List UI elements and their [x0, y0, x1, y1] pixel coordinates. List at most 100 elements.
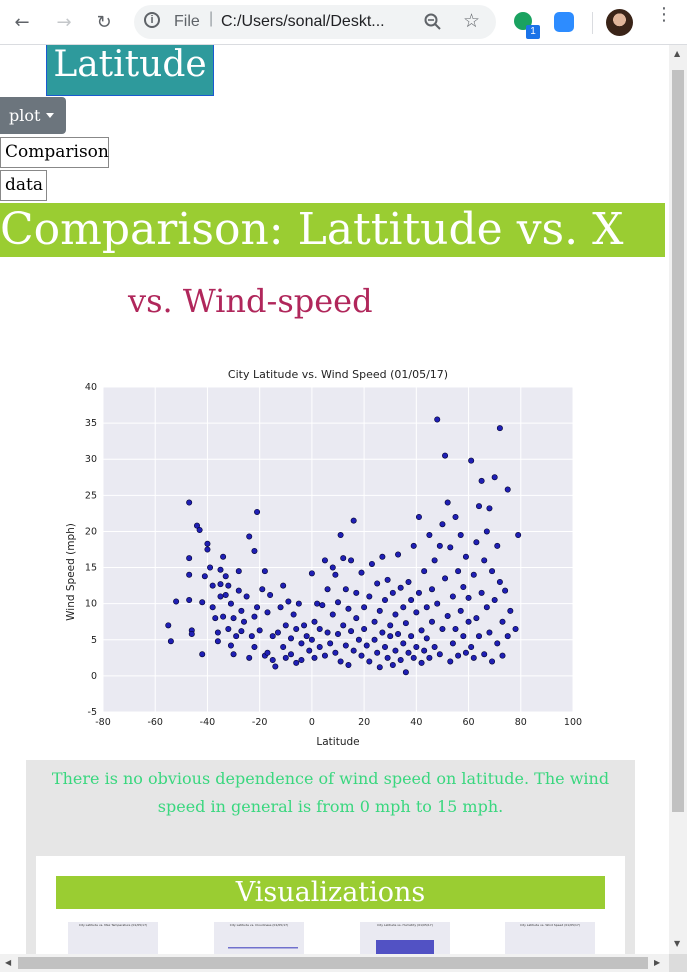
data-point	[186, 571, 193, 578]
plot-area	[103, 387, 573, 712]
navbar-brand[interactable]: Latitude	[46, 45, 214, 96]
data-point	[280, 582, 287, 589]
data-point	[494, 640, 501, 647]
data-point	[246, 654, 253, 661]
data-point	[345, 662, 352, 669]
url-separator-icon: |	[209, 10, 214, 27]
video-meeting-icon[interactable]	[554, 12, 574, 32]
info-icon[interactable]: i	[144, 12, 160, 28]
data-point	[217, 581, 224, 588]
star-bookmark-icon[interactable]: ☆	[463, 10, 481, 32]
scroll-left-icon[interactable]: ◀	[5, 958, 12, 967]
data-point	[340, 622, 347, 629]
thumbnail-wind-speed[interactable]: City Latitude vs. Wind Speed (01/05/17)	[505, 922, 595, 954]
data-point	[251, 547, 258, 554]
toolbar-separator	[592, 12, 593, 34]
thumbnail-title: City Latitude vs. Cloudiness (01/05/17)	[229, 923, 289, 927]
data-point	[290, 611, 297, 618]
forward-arrow-icon[interactable]: →	[56, 11, 72, 33]
reload-icon[interactable]: ↻	[96, 11, 112, 33]
data-point	[293, 625, 300, 632]
data-point	[491, 474, 498, 481]
data-point	[499, 652, 506, 659]
visualizations-card: Visualizations City Latitude vs. Max Tem…	[36, 856, 625, 954]
data-point	[452, 514, 459, 521]
data-point	[371, 636, 378, 643]
data-point	[381, 643, 388, 650]
data-point	[329, 611, 336, 618]
data-point	[332, 571, 339, 578]
kebab-menu-icon[interactable]: ⋮	[655, 4, 673, 25]
thumbnail-humidity[interactable]: City Latitude vs. Humidity (01/05/17)	[360, 922, 450, 954]
zoom-out-icon[interactable]	[424, 13, 442, 31]
scroll-right-icon[interactable]: ▶	[654, 958, 661, 967]
data-point	[227, 600, 234, 607]
data-point	[405, 649, 412, 656]
vertical-scrollbar[interactable]: ▲ ▼	[669, 45, 687, 954]
data-point	[410, 542, 417, 549]
data-point	[207, 564, 214, 571]
data-point	[421, 568, 428, 575]
data-point	[261, 568, 268, 575]
horizontal-scrollbar[interactable]: ◀ ▶	[0, 954, 669, 972]
data-point	[465, 594, 472, 601]
y-tick-label: 15	[85, 563, 97, 574]
data-point	[293, 659, 300, 666]
data-point	[353, 589, 360, 596]
data-point	[431, 643, 438, 650]
data-point	[340, 555, 347, 562]
extension-badge: 1	[526, 25, 540, 39]
data-point	[473, 615, 480, 622]
data-point	[504, 633, 511, 640]
data-point	[366, 593, 373, 600]
data-point	[358, 652, 365, 659]
data-point	[376, 607, 383, 614]
data-point	[342, 586, 349, 593]
back-arrow-icon[interactable]: ←	[14, 11, 30, 33]
x-tick-label: 80	[515, 717, 527, 728]
data-point	[366, 658, 373, 665]
plot-dropdown-button[interactable]: plot	[0, 97, 66, 134]
scroll-down-icon[interactable]: ▼	[674, 939, 681, 948]
data-point	[319, 602, 326, 609]
data-point	[478, 589, 485, 596]
data-point	[502, 587, 509, 594]
profile-avatar[interactable]	[606, 9, 633, 36]
data-point	[238, 628, 245, 635]
data-point	[387, 633, 394, 640]
data-point	[303, 633, 310, 640]
horizontal-scroll-thumb[interactable]	[18, 957, 648, 969]
data-point	[408, 597, 415, 604]
data-point	[222, 592, 229, 599]
data-point	[316, 643, 323, 650]
data-point	[457, 532, 464, 539]
scroll-up-icon[interactable]: ▲	[674, 49, 681, 58]
data-point	[264, 609, 271, 616]
data-point	[442, 575, 449, 582]
chart-title: City Latitude vs. Wind Speed (01/05/17)	[228, 368, 448, 381]
data-point	[434, 600, 441, 607]
data-point	[449, 593, 456, 600]
data-point	[217, 566, 224, 573]
data-point	[324, 586, 331, 593]
nav-link-comparison[interactable]: Comparison	[0, 137, 109, 168]
data-point	[235, 568, 242, 575]
nav-link-data[interactable]: data	[0, 170, 47, 201]
page-subtitle: vs. Wind-speed	[128, 282, 373, 320]
data-point	[447, 658, 454, 665]
data-point	[374, 649, 381, 656]
data-point	[468, 457, 475, 464]
data-point	[381, 597, 388, 604]
address-bar[interactable]: i File | C:/Users/sonal/Deskt... ☆	[134, 5, 496, 39]
x-tick-label: -60	[147, 717, 163, 728]
data-point	[274, 629, 281, 636]
data-point	[288, 635, 295, 642]
url-text[interactable]: C:/Users/sonal/Deskt...	[221, 13, 385, 30]
data-point	[499, 618, 506, 625]
data-point	[212, 615, 219, 622]
data-point	[483, 528, 490, 535]
thumbnail-cloudiness[interactable]: City Latitude vs. Cloudiness (01/05/17)	[214, 922, 304, 954]
thumbnail-max-temperature[interactable]: City Latitude vs. Max Temperature (01/05…	[68, 922, 158, 954]
data-point	[462, 649, 469, 656]
vertical-scroll-thumb[interactable]	[672, 70, 684, 812]
